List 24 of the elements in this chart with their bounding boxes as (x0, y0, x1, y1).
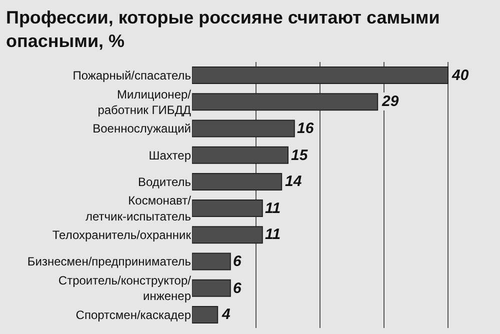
y-tick-label: Космонавт/ летчик-испытатель (86, 194, 192, 224)
data-label: 15 (291, 147, 308, 164)
bar (192, 252, 231, 270)
y-tick-label: Бизнесмен/предприниматель (27, 254, 191, 269)
data-label: 14 (285, 173, 302, 190)
data-label: 4 (221, 306, 231, 323)
y-tick-label: Телохранитель/охранник (52, 228, 192, 242)
y-tick-label: Пожарный/спасатель (72, 68, 191, 82)
data-label: 11 (265, 200, 281, 217)
y-tick-label: Спортсмен/каскадер (76, 308, 192, 322)
data-label: 16 (297, 120, 314, 137)
y-tick-label: Строитель/конструктор/ инженер (58, 274, 192, 304)
data-label: 40 (451, 67, 470, 84)
y-tick-label: Шахтер (148, 148, 192, 162)
chart-title: Профессии, которые россияне считают самыми опасными, % (6, 7, 440, 51)
data-label: 29 (381, 93, 400, 110)
data-label: 6 (233, 253, 242, 270)
y-tick-label: Водитель (138, 174, 191, 189)
data-label: 11 (265, 226, 281, 243)
y-tick-label: Военнослужащий (92, 122, 191, 136)
bar (192, 306, 218, 324)
bar (192, 279, 231, 297)
data-label: 6 (233, 280, 242, 297)
y-tick-label: Милиционер/ работник ГИБДД (98, 87, 192, 117)
